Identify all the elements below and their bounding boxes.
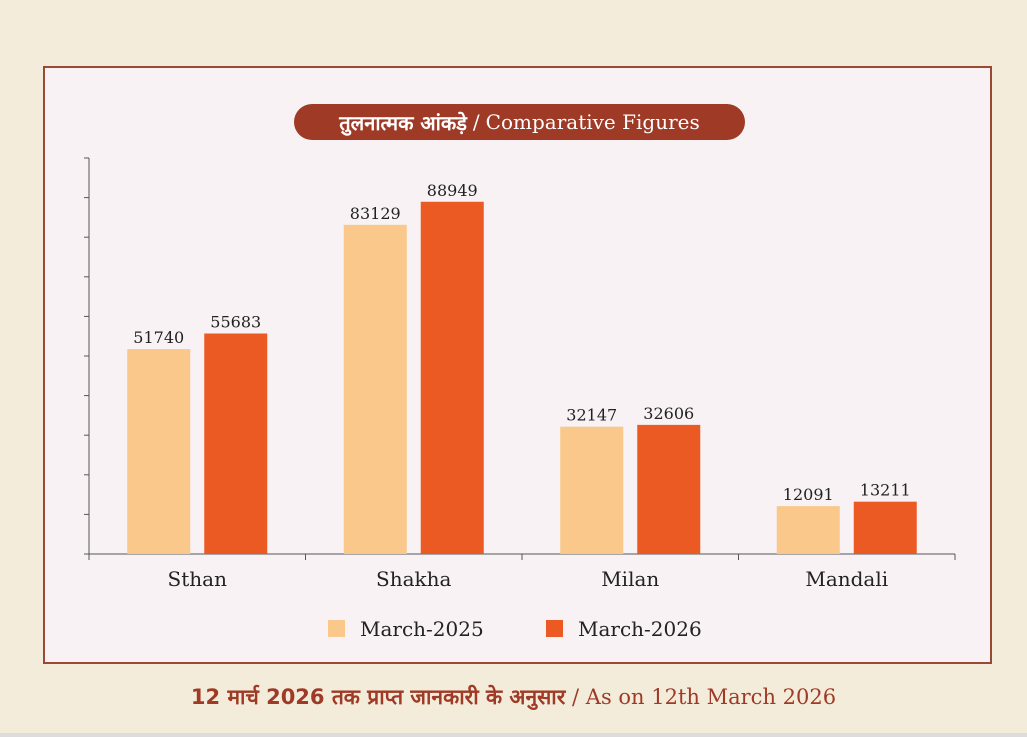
chart-frame: [43, 66, 992, 664]
x-tick-label: Milan: [601, 567, 659, 591]
bar-shakha-march-2026: [420, 201, 484, 554]
bar-sthan-march-2026: [204, 333, 268, 554]
x-tick-label: Sthan: [168, 567, 228, 591]
chart-title-hindi: तुलनात्मक आंकड़े: [339, 110, 467, 135]
chart-title-english: Comparative Figures: [485, 110, 700, 134]
bottom-strip: [0, 733, 1027, 737]
x-tick-label: Shakha: [376, 567, 452, 591]
legend-swatch: [328, 620, 345, 637]
data-label: 32606: [643, 404, 694, 423]
legend-label: March-2025: [360, 617, 484, 641]
data-label: 88949: [427, 181, 478, 200]
footer-note-english: As on 12th March 2026: [585, 685, 837, 709]
data-label: 55683: [210, 312, 261, 331]
bar-sthan-march-2025: [127, 349, 191, 554]
footer-separator: /: [572, 685, 580, 709]
chart-title: तुलनात्मक आंकड़े / Comparative Figures: [294, 104, 745, 140]
x-tick-label: Mandali: [805, 567, 888, 591]
legend-swatch: [546, 620, 563, 637]
chart-title-separator: /: [472, 110, 480, 134]
data-label: 12091: [783, 485, 834, 504]
data-label: 13211: [860, 481, 911, 500]
data-label: 83129: [350, 204, 401, 223]
footer-note: 12 मार्च 2026 तक प्राप्त जानकारी के अनुस…: [0, 683, 1027, 711]
data-label: 32147: [566, 406, 617, 425]
bar-mandali-march-2026: [853, 501, 917, 554]
bar-mandali-march-2025: [776, 506, 840, 554]
bar-shakha-march-2025: [343, 224, 407, 555]
bar-milan-march-2026: [637, 424, 701, 554]
data-label: 51740: [133, 328, 184, 347]
legend-label: March-2026: [578, 617, 702, 641]
footer-note-hindi: 12 मार्च 2026 तक प्राप्त जानकारी के अनुस…: [190, 685, 566, 709]
bar-milan-march-2025: [560, 426, 624, 554]
